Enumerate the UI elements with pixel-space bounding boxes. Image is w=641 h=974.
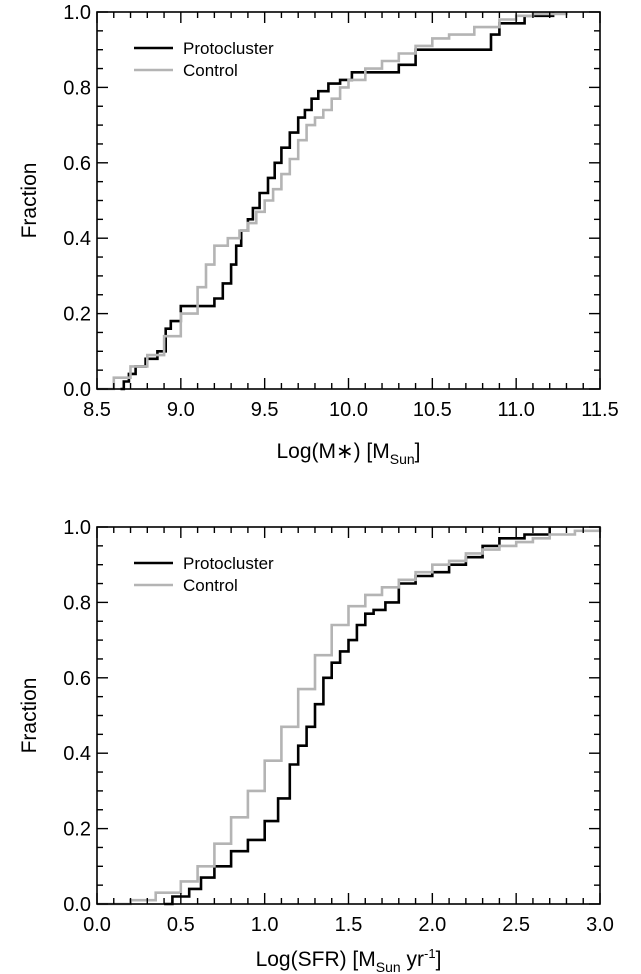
y-tick-label: 0.2: [63, 304, 91, 326]
x-tick-label: 0.0: [83, 914, 111, 936]
y-tick-label: 0.4: [63, 743, 91, 765]
x-tick-label: 8.5: [83, 399, 111, 421]
plot-frame: [96, 526, 601, 905]
y-axis-label: Fraction: [18, 678, 41, 754]
series-line-control: [97, 12, 568, 391]
x-tick-label: 11.0: [497, 399, 534, 421]
sfr-cdf-panel: 0.0 0.5 1.0 1.5 2.0 2.5 3.0 0.0 0.2 0.4 0.6 0.8 1.0 F…: [18, 517, 614, 974]
x-tick-label: 1.0: [251, 914, 279, 936]
series-line-control: [97, 527, 602, 906]
y-tick-label: 0.4: [63, 228, 91, 250]
series-line-protocluster: [164, 527, 551, 906]
x-tick-label: 3.0: [586, 914, 614, 936]
y-tick-label: 0.6: [63, 153, 91, 175]
stellar-mass-cdf-panel: 8.5 9.0 9.5 10.0 10.5 11.0 11.5 0.0 0.2 0.4 0.6 0.8…: [18, 2, 619, 467]
y-tick-label: 0.8: [63, 592, 91, 614]
x-tick-label: 10.0: [329, 399, 368, 421]
x-tick-label: 2.0: [418, 914, 446, 936]
legend-label-protocluster: Protocluster: [183, 554, 274, 573]
plot-frame: [96, 11, 601, 390]
y-tick-label: 0.0: [63, 379, 91, 401]
legend-label-control: Control: [183, 61, 238, 80]
x-tick-label: 11.5: [581, 399, 618, 421]
legend-label-protocluster: Protocluster: [183, 39, 274, 58]
x-tick-label: 9.0: [167, 399, 195, 421]
x-tick-label: 1.5: [335, 914, 363, 936]
y-tick-label: 0.6: [63, 668, 91, 690]
y-tick-label: 0.0: [63, 894, 91, 916]
legend-label-control: Control: [183, 576, 238, 595]
x-tick-label: 0.5: [167, 914, 195, 936]
series-line-protocluster: [120, 12, 555, 391]
y-tick-label: 0.2: [63, 819, 91, 841]
y-axis-label: Fraction: [18, 163, 41, 239]
x-axis-label: Log(SFR) [MSun yr-1]: [256, 946, 442, 974]
x-tick-label: 2.5: [502, 914, 530, 936]
y-tick-label: 1.0: [63, 2, 91, 24]
y-tick-label: 1.0: [63, 517, 91, 539]
x-axis-label: Log(M∗) [MSun]: [276, 440, 420, 467]
x-tick-label: 9.5: [251, 399, 279, 421]
y-tick-label: 0.8: [63, 77, 91, 99]
x-tick-label: 10.5: [413, 399, 452, 421]
